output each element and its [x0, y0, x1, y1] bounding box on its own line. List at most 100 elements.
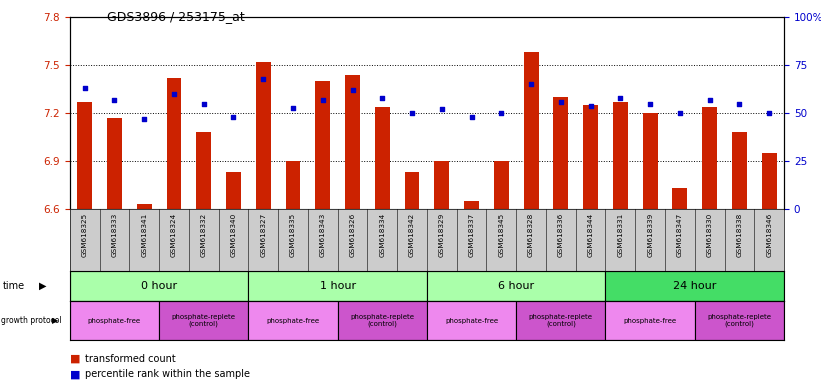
Text: GSM618330: GSM618330 [707, 212, 713, 257]
Text: GSM618333: GSM618333 [112, 212, 117, 257]
Bar [732, 132, 747, 209]
Point [197, 101, 210, 107]
Bar [524, 53, 539, 209]
Point [673, 110, 686, 116]
Text: GSM618334: GSM618334 [379, 212, 385, 257]
Bar [464, 201, 479, 209]
Point [406, 110, 419, 116]
Text: GSM618331: GSM618331 [617, 212, 623, 257]
Bar [606, 301, 695, 340]
Text: ■: ■ [70, 354, 84, 364]
Text: GSM618328: GSM618328 [528, 212, 534, 257]
Text: phosphate-replete
(control): phosphate-replete (control) [172, 314, 236, 328]
Bar [137, 204, 152, 209]
Bar [159, 301, 248, 340]
Text: GSM618346: GSM618346 [766, 212, 773, 257]
Bar [762, 153, 777, 209]
Text: phosphate-free: phosphate-free [445, 318, 498, 324]
Bar [613, 102, 628, 209]
Bar [167, 78, 181, 209]
Text: growth protocol: growth protocol [1, 316, 62, 325]
Point [376, 95, 389, 101]
Text: GSM618337: GSM618337 [469, 212, 475, 257]
Point [316, 97, 329, 103]
Point [167, 91, 181, 97]
Point [465, 114, 478, 120]
Point [78, 85, 91, 91]
Text: GSM618344: GSM618344 [588, 212, 594, 257]
Bar [337, 301, 427, 340]
Bar [553, 97, 568, 209]
Text: GSM618329: GSM618329 [438, 212, 445, 257]
Bar [695, 301, 784, 340]
Bar [248, 271, 427, 301]
Bar [405, 172, 420, 209]
Point [257, 76, 270, 82]
Bar [256, 62, 271, 209]
Text: phosphate-replete
(control): phosphate-replete (control) [708, 314, 772, 328]
Text: GSM618325: GSM618325 [81, 212, 88, 257]
Text: GSM618341: GSM618341 [141, 212, 147, 257]
Bar [70, 271, 248, 301]
Text: transformed count: transformed count [85, 354, 176, 364]
Bar [434, 161, 449, 209]
Text: phosphate-replete
(control): phosphate-replete (control) [351, 314, 415, 328]
Bar [248, 301, 337, 340]
Text: GSM618342: GSM618342 [409, 212, 415, 257]
Point [584, 103, 597, 109]
Point [614, 95, 627, 101]
Text: 24 hour: 24 hour [673, 281, 717, 291]
Bar [427, 271, 606, 301]
Bar [77, 102, 92, 209]
Text: ■: ■ [70, 369, 84, 379]
Bar [107, 118, 122, 209]
Point [435, 106, 448, 113]
Bar [516, 301, 606, 340]
Text: GSM618332: GSM618332 [200, 212, 207, 257]
Bar [427, 301, 516, 340]
Text: GSM618327: GSM618327 [260, 212, 266, 257]
Point [733, 101, 746, 107]
Point [227, 114, 240, 120]
Point [108, 97, 121, 103]
Text: phosphate-free: phosphate-free [88, 318, 141, 324]
Text: ▶: ▶ [39, 281, 47, 291]
Bar [606, 271, 784, 301]
Bar [672, 189, 687, 209]
Text: percentile rank within the sample: percentile rank within the sample [85, 369, 250, 379]
Bar [226, 172, 241, 209]
Bar [702, 107, 717, 209]
Bar [315, 81, 330, 209]
Text: GSM618339: GSM618339 [647, 212, 654, 257]
Text: 6 hour: 6 hour [498, 281, 534, 291]
Point [525, 81, 538, 88]
Text: time: time [2, 281, 25, 291]
Text: GSM618347: GSM618347 [677, 212, 683, 257]
Point [495, 110, 508, 116]
Text: 0 hour: 0 hour [141, 281, 177, 291]
Point [644, 101, 657, 107]
Point [554, 99, 567, 105]
Bar [286, 161, 300, 209]
Bar [643, 113, 658, 209]
Point [346, 87, 359, 93]
Point [138, 116, 151, 122]
Point [703, 97, 716, 103]
Bar [345, 75, 360, 209]
Text: phosphate-free: phosphate-free [267, 318, 319, 324]
Text: GDS3896 / 253175_at: GDS3896 / 253175_at [107, 10, 245, 23]
Text: ▶: ▶ [52, 316, 58, 325]
Point [287, 104, 300, 111]
Bar [494, 161, 509, 209]
Text: GSM618326: GSM618326 [350, 212, 355, 257]
Text: GSM618338: GSM618338 [736, 212, 742, 257]
Bar [196, 132, 211, 209]
Text: GSM618345: GSM618345 [498, 212, 504, 257]
Text: phosphate-replete
(control): phosphate-replete (control) [529, 314, 593, 328]
Bar [375, 107, 390, 209]
Text: GSM618335: GSM618335 [290, 212, 296, 257]
Text: phosphate-free: phosphate-free [624, 318, 677, 324]
Text: 1 hour: 1 hour [319, 281, 355, 291]
Bar [583, 105, 598, 209]
Bar [70, 301, 159, 340]
